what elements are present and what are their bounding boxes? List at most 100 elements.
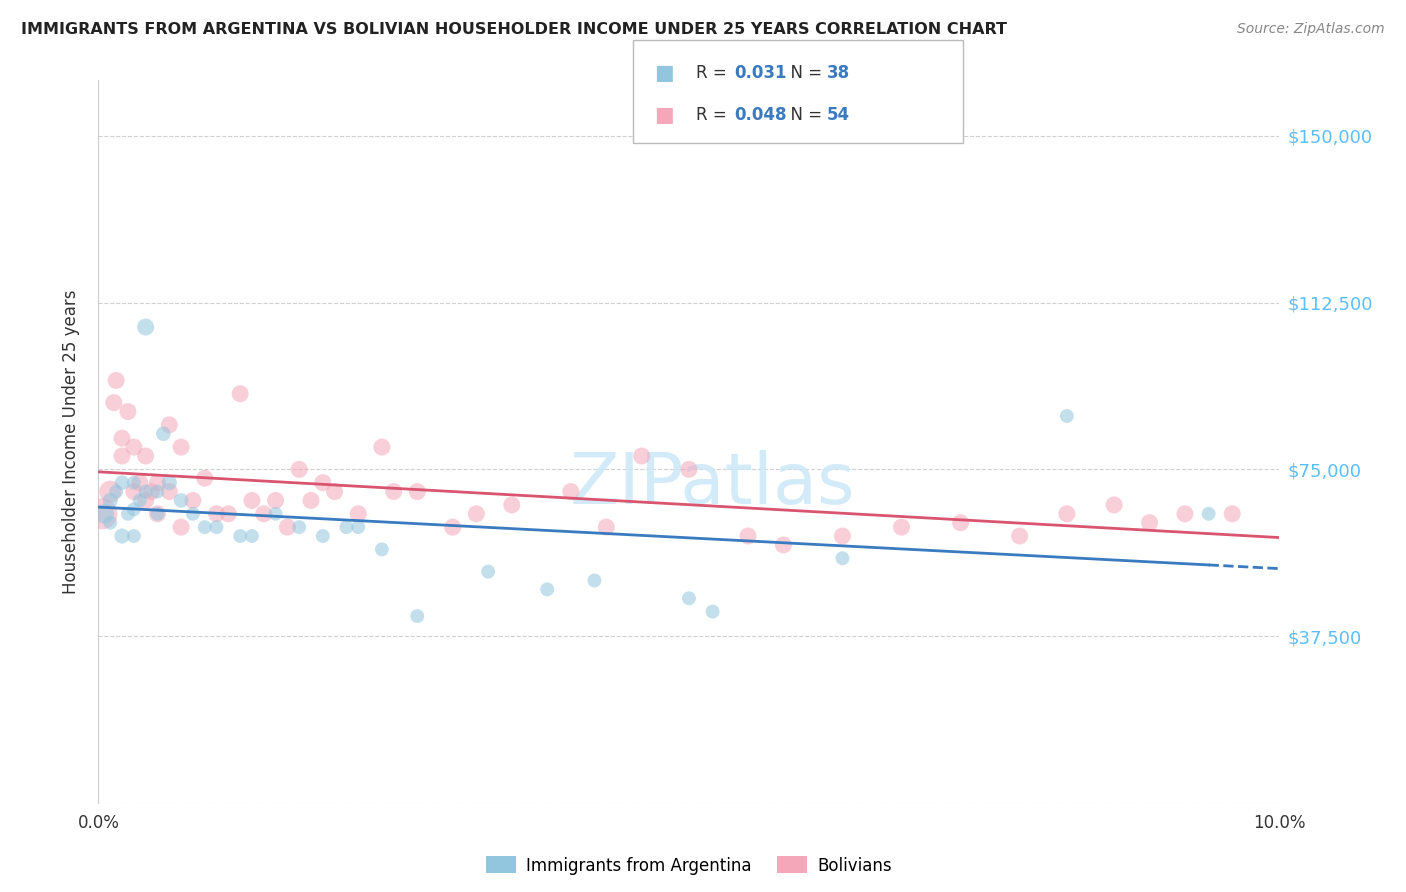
Point <box>111 449 134 463</box>
Point <box>1056 409 1078 423</box>
Point <box>1174 507 1197 521</box>
Point <box>560 484 582 499</box>
Text: ZIPatlas: ZIPatlas <box>569 450 855 519</box>
Point <box>382 484 405 499</box>
Point <box>323 484 346 499</box>
Point <box>128 475 150 490</box>
Point <box>146 507 169 521</box>
Point <box>152 426 174 441</box>
Point <box>135 493 157 508</box>
Text: ■: ■ <box>654 62 673 83</box>
Point <box>253 507 276 521</box>
Point <box>122 475 145 490</box>
Point <box>141 484 163 499</box>
Point <box>217 507 239 521</box>
Text: ■: ■ <box>654 105 673 125</box>
Point <box>111 529 134 543</box>
Text: 0.031: 0.031 <box>734 63 786 82</box>
Point <box>335 520 357 534</box>
Point <box>501 498 523 512</box>
Point <box>135 320 157 334</box>
Point <box>205 507 228 521</box>
Point <box>122 440 145 454</box>
Point <box>299 493 322 508</box>
Point <box>831 551 853 566</box>
Point <box>135 449 157 463</box>
Text: IMMIGRANTS FROM ARGENTINA VS BOLIVIAN HOUSEHOLDER INCOME UNDER 25 YEARS CORRELAT: IMMIGRANTS FROM ARGENTINA VS BOLIVIAN HO… <box>21 22 1007 37</box>
Y-axis label: Householder Income Under 25 years: Householder Income Under 25 years <box>62 289 80 594</box>
Point <box>146 484 169 499</box>
Text: Source: ZipAtlas.com: Source: ZipAtlas.com <box>1237 22 1385 37</box>
Point <box>170 493 193 508</box>
Text: 38: 38 <box>827 63 849 82</box>
Point <box>477 565 499 579</box>
Point <box>465 507 488 521</box>
Point <box>146 475 169 490</box>
Point <box>117 507 139 521</box>
Point <box>264 507 287 521</box>
Point <box>441 520 464 534</box>
Point <box>678 591 700 606</box>
Point <box>105 373 128 387</box>
Point <box>111 475 134 490</box>
Point <box>312 475 335 490</box>
Point <box>1198 507 1220 521</box>
Point <box>1220 507 1243 521</box>
Text: 54: 54 <box>827 106 849 124</box>
Point <box>1056 507 1078 521</box>
Text: N =: N = <box>780 63 828 82</box>
Point <box>1008 529 1031 543</box>
Point <box>98 493 121 508</box>
Point <box>146 507 169 521</box>
Point <box>194 471 217 485</box>
Text: R =: R = <box>696 106 733 124</box>
Point <box>949 516 972 530</box>
Text: R =: R = <box>696 63 733 82</box>
Point <box>371 440 394 454</box>
Point <box>264 493 287 508</box>
Point <box>157 417 180 432</box>
Point <box>1102 498 1125 512</box>
Point <box>194 520 217 534</box>
Point <box>595 520 617 534</box>
Point <box>630 449 652 463</box>
Point <box>93 507 115 521</box>
Point <box>890 520 912 534</box>
Point <box>229 529 252 543</box>
Point <box>702 605 724 619</box>
Text: N =: N = <box>780 106 828 124</box>
Point <box>831 529 853 543</box>
Point <box>240 529 263 543</box>
Point <box>406 484 429 499</box>
Point <box>205 520 228 534</box>
Point <box>117 404 139 418</box>
Point <box>737 529 759 543</box>
Point <box>157 475 180 490</box>
Point <box>229 386 252 401</box>
Point <box>111 431 134 445</box>
Point <box>170 440 193 454</box>
Point <box>371 542 394 557</box>
Point <box>98 484 121 499</box>
Point <box>406 609 429 624</box>
Point <box>122 484 145 499</box>
Point <box>122 529 145 543</box>
Point <box>347 520 370 534</box>
Point <box>276 520 298 534</box>
Point <box>312 529 335 543</box>
Point <box>678 462 700 476</box>
Point <box>288 520 311 534</box>
Point <box>105 484 128 499</box>
Point <box>157 484 180 499</box>
Point <box>772 538 794 552</box>
Text: 0.048: 0.048 <box>734 106 786 124</box>
Point <box>103 395 125 409</box>
Point <box>91 507 114 521</box>
Point <box>240 493 263 508</box>
Point <box>135 484 157 499</box>
Point <box>170 520 193 534</box>
Point <box>122 502 145 516</box>
Point <box>1139 516 1161 530</box>
Point <box>98 516 121 530</box>
Point <box>128 493 150 508</box>
